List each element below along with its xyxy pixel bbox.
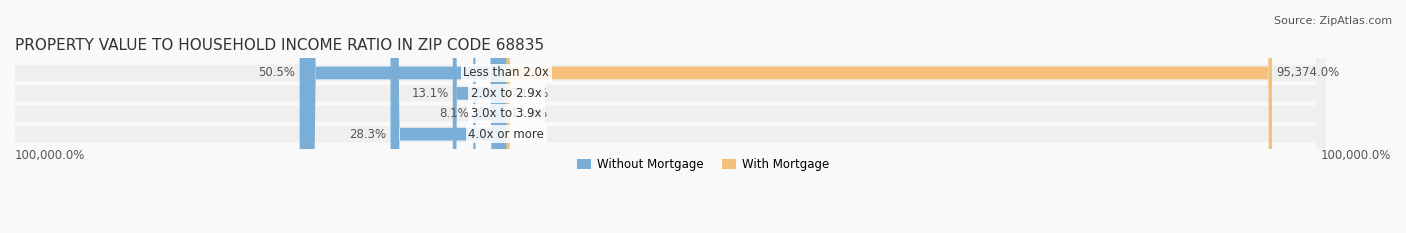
Text: 13.1%: 13.1% [412,87,449,100]
Text: 100,000.0%: 100,000.0% [1320,149,1391,162]
Text: 3.0x to 3.9x: 3.0x to 3.9x [471,107,541,120]
FancyBboxPatch shape [0,0,1326,233]
Text: PROPERTY VALUE TO HOUSEHOLD INCOME RATIO IN ZIP CODE 68835: PROPERTY VALUE TO HOUSEHOLD INCOME RATIO… [15,38,544,53]
Text: 100,000.0%: 100,000.0% [15,149,86,162]
FancyBboxPatch shape [0,0,1326,233]
Legend: Without Mortgage, With Mortgage: Without Mortgage, With Mortgage [572,153,834,176]
Text: 13.0%: 13.0% [510,107,548,120]
Text: 50.5%: 50.5% [259,66,295,79]
FancyBboxPatch shape [299,0,506,233]
Text: 4.0x or more: 4.0x or more [468,128,544,141]
Text: 28.3%: 28.3% [349,128,387,141]
Text: 8.1%: 8.1% [440,107,470,120]
Text: Source: ZipAtlas.com: Source: ZipAtlas.com [1274,16,1392,26]
Text: 70.1%: 70.1% [512,87,548,100]
Text: 2.0x to 2.9x: 2.0x to 2.9x [471,87,541,100]
FancyBboxPatch shape [474,0,506,233]
Text: 95,374.0%: 95,374.0% [1277,66,1340,79]
FancyBboxPatch shape [0,0,1326,233]
FancyBboxPatch shape [0,0,1326,233]
FancyBboxPatch shape [391,0,506,233]
Text: Less than 2.0x: Less than 2.0x [464,66,550,79]
FancyBboxPatch shape [453,0,506,233]
FancyBboxPatch shape [506,0,1272,233]
